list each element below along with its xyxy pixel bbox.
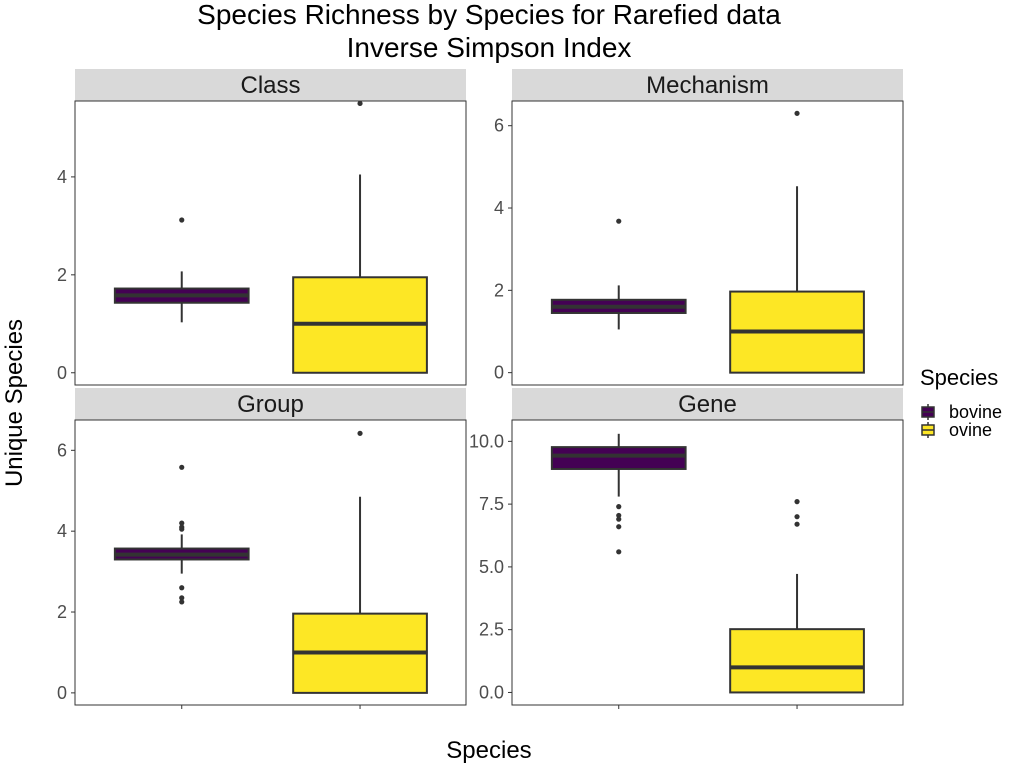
outlier-point-group-bovine — [179, 599, 185, 605]
legend-item-bovine: bovine — [921, 402, 1002, 422]
y-tick-label-gene: 10.0 — [469, 431, 504, 451]
panel-border-class — [74, 100, 467, 386]
legend-title: Species — [920, 365, 998, 390]
outlier-point-gene-bovine — [616, 512, 622, 519]
box-gene-bovine — [550, 446, 687, 470]
y-tick-label-class: 2 — [57, 265, 67, 285]
outlier-point-group-bovine — [179, 526, 185, 532]
y-tick-label-group: 2 — [57, 602, 67, 622]
outlier-point-group-bovine — [179, 520, 185, 526]
y-tick-label-group: 4 — [57, 521, 67, 541]
box-gene-ovine — [729, 628, 865, 694]
y-tick-label-mechanism: 2 — [494, 280, 504, 300]
outlier-point-gene-ovine — [794, 521, 800, 527]
facet-strip-label-mechanism: Mechanism — [646, 72, 769, 99]
facet-strip-label-group: Group — [237, 391, 304, 418]
y-tick-label-mechanism: 6 — [494, 116, 504, 136]
y-axis-title: Unique Species — [1, 319, 28, 487]
outlier-point-class-bovine — [179, 217, 185, 223]
outlier-point-group-bovine — [179, 585, 185, 591]
facet-strip-class — [75, 69, 466, 101]
outlier-point-class-ovine — [357, 100, 363, 107]
y-tick-label-gene: 7.5 — [479, 494, 504, 514]
facet-strip-label-gene: Gene — [678, 391, 737, 418]
y-tick-label-group: 6 — [57, 440, 67, 460]
panel-border-gene — [511, 419, 904, 706]
outlier-point-gene-bovine — [616, 516, 622, 522]
facet-panel-mechanism: Mechanism 0 2 4 6 — [494, 69, 904, 386]
y-tick-label-class: 0 — [57, 363, 67, 383]
y-tick-label-gene: 0.0 — [479, 682, 504, 702]
facet-strip-group — [75, 388, 466, 420]
facet-panel-gene: Gene 0.0 2.5 5.0 7.5 10.0 — [469, 388, 904, 709]
outlier-point-gene-bovine — [616, 524, 622, 530]
facet-panel-group: Group 0 2 4 6 — [57, 388, 467, 709]
chart-title-line2: Inverse Simpson Index — [347, 32, 632, 63]
y-tick-label-gene: 5.0 — [479, 557, 504, 577]
panel-border-group — [74, 419, 467, 706]
facet-strip-gene — [512, 388, 903, 420]
x-axis-title: Species — [446, 737, 531, 764]
outlier-point-group-bovine — [179, 595, 185, 601]
outlier-point-gene-ovine — [794, 499, 800, 505]
outlier-point-gene-ovine — [794, 514, 800, 520]
facet-panels: Class 0 2 4 Mechanism 0 2 4 6 Group 0 2 4 6 Gene 0.0 2.5… — [57, 69, 904, 709]
legend-label-ovine: ovine — [949, 420, 992, 440]
outlier-point-group-ovine — [357, 430, 363, 436]
legend-label-bovine: bovine — [949, 402, 1002, 422]
y-tick-label-group: 0 — [57, 683, 67, 703]
panel-border-mechanism — [511, 100, 904, 386]
chart-title-line1: Species Richness by Species for Rarefied… — [197, 0, 781, 30]
facet-strip-mechanism — [512, 69, 903, 101]
y-tick-label-gene: 2.5 — [479, 620, 504, 640]
y-tick-label-mechanism: 4 — [494, 198, 504, 218]
outlier-point-group-bovine — [179, 464, 185, 470]
outlier-point-gene-bovine — [616, 549, 622, 555]
facet-panel-class: Class 0 2 4 — [57, 69, 467, 386]
y-tick-label-mechanism: 0 — [494, 363, 504, 383]
outlier-point-mechanism-bovine — [616, 218, 622, 224]
outlier-point-gene-bovine — [616, 504, 622, 510]
y-tick-label-class: 4 — [57, 167, 67, 187]
facet-strip-label-class: Class — [240, 72, 300, 99]
outlier-point-mechanism-ovine — [794, 110, 800, 116]
legend-item-ovine: ovine — [921, 420, 992, 440]
